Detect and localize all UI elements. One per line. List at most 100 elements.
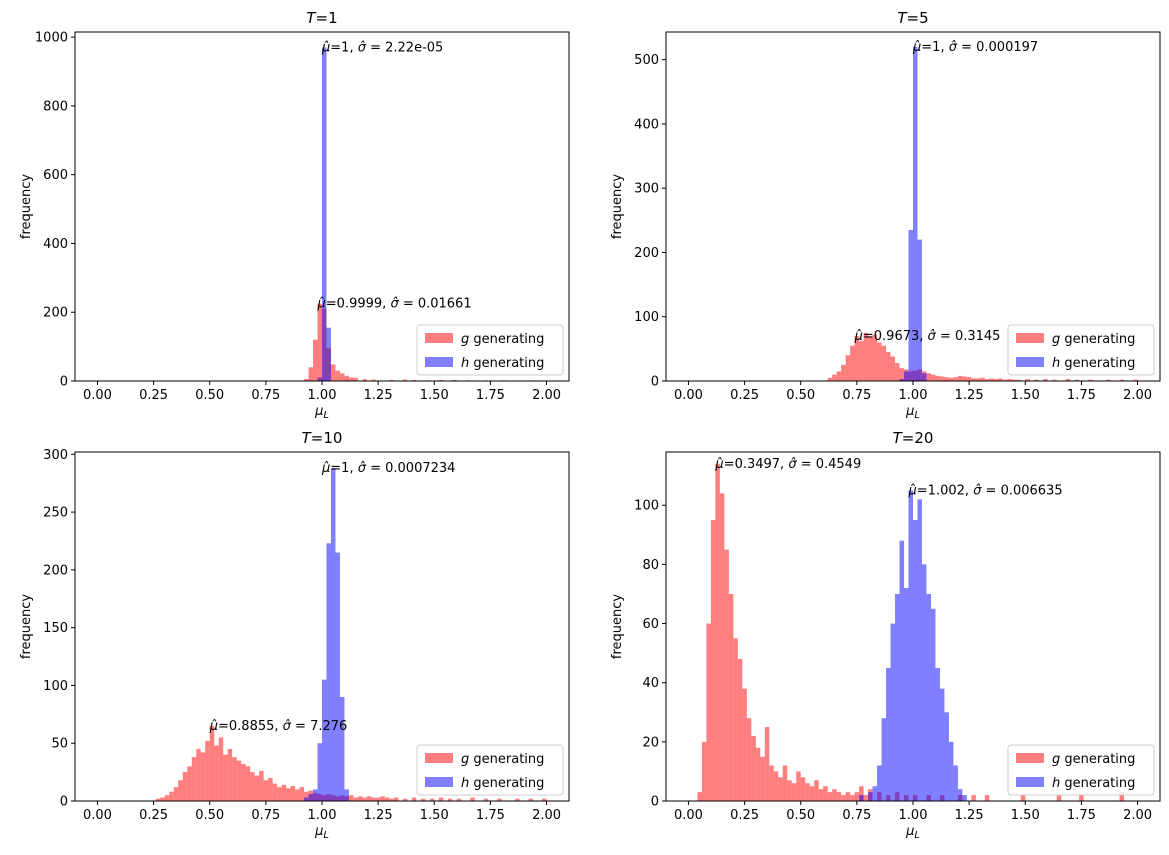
histogram-bar <box>268 777 273 801</box>
x-tick-label: 1.75 <box>1067 388 1096 403</box>
legend: g generating h generating <box>416 744 564 796</box>
histogram-bar <box>1034 379 1039 381</box>
histogram-bar <box>697 792 702 801</box>
histogram-bar <box>308 794 314 801</box>
histogram-bar <box>926 593 931 801</box>
histogram-bar <box>1106 379 1111 381</box>
histogram-bar <box>1133 379 1138 381</box>
y-axis-label: frequency <box>19 594 34 660</box>
legend-swatch <box>1016 357 1044 367</box>
histogram-bar <box>191 757 197 801</box>
histogram-bar <box>290 785 296 801</box>
histogram-bar <box>348 795 354 801</box>
histogram-bar <box>339 696 345 801</box>
histogram-bar <box>904 588 909 801</box>
histogram-bar <box>402 379 408 381</box>
histogram-bar <box>1020 795 1026 801</box>
histogram-bar <box>313 789 318 801</box>
histogram-bar <box>169 791 174 801</box>
histogram-bar <box>322 679 327 801</box>
series-g <box>155 725 547 801</box>
histogram-bar <box>308 367 314 381</box>
x-tick-label: 0.25 <box>730 388 759 403</box>
histogram-bar <box>1043 379 1048 381</box>
histogram-bar <box>957 375 963 381</box>
histogram-bar <box>1016 379 1021 381</box>
legend-label: g generating <box>1052 752 1135 767</box>
histogram-bar <box>966 377 972 381</box>
histogram-bar <box>317 377 322 381</box>
histogram-bar <box>542 798 547 801</box>
histogram-bar <box>957 789 963 801</box>
histogram-bar <box>881 345 887 381</box>
y-tick-label: 60 <box>642 617 659 632</box>
histogram-bar <box>751 735 756 801</box>
legend-box <box>1007 744 1155 796</box>
histogram-bar <box>850 795 855 801</box>
histogram-bar <box>344 789 349 801</box>
histogram-bar <box>872 334 878 381</box>
y-tick-label: 200 <box>634 246 659 261</box>
histogram-bar <box>429 798 435 801</box>
histogram-bar <box>899 379 905 381</box>
histogram-bar <box>998 378 1003 381</box>
histogram-bar <box>917 499 922 801</box>
histogram-bar <box>841 795 846 801</box>
histogram-bar <box>420 798 426 801</box>
histogram-bar <box>438 379 444 381</box>
chart-title: T=10 <box>302 429 343 447</box>
stat-annotation: μ̂=1, σ̂ = 0.000197 <box>912 40 1038 55</box>
series-h <box>304 468 349 801</box>
x-tick-label: 1.00 <box>899 388 928 403</box>
panel-1: 0.00 0.25 0.50 0.75 1.00 1.25 1.50 1.75 2.00 0 200… <box>19 9 570 421</box>
histogram-bar <box>760 756 765 801</box>
y-tick-label: 150 <box>43 621 68 636</box>
histogram-bar <box>411 797 417 801</box>
histogram-bar <box>913 520 918 801</box>
histogram-bar <box>827 792 833 801</box>
x-tick-label: 1.50 <box>1011 388 1040 403</box>
series-h <box>317 47 331 382</box>
histogram-bar <box>353 377 358 381</box>
histogram-bar <box>371 379 376 381</box>
legend-box <box>1007 324 1155 376</box>
histogram-bar <box>1011 379 1017 381</box>
histogram-bar <box>746 718 752 801</box>
legend: g generating h generating <box>1007 744 1155 796</box>
histogram-bar <box>939 688 945 801</box>
histogram-bar <box>859 786 864 801</box>
panel-3: 0.00 0.25 0.50 0.75 1.00 1.25 1.50 1.75 2.00 0 50 1… <box>19 429 570 841</box>
x-tick-label: 0.50 <box>195 808 224 823</box>
histogram-bar <box>872 786 878 801</box>
legend-label: g generating <box>1052 332 1135 347</box>
histogram-bar <box>250 772 255 801</box>
histogram-bar <box>823 786 828 801</box>
chart-title: T=5 <box>897 9 928 27</box>
histogram-bar <box>769 765 774 801</box>
histogram-bar <box>755 747 761 801</box>
x-tick-label: 0.50 <box>786 808 815 823</box>
x-tick-label: 0.25 <box>730 808 759 823</box>
histogram-bar <box>497 798 502 801</box>
legend-label: h generating <box>1052 776 1135 791</box>
histogram-bar <box>1052 379 1057 381</box>
histogram-bar <box>313 339 318 381</box>
legend-swatch <box>1016 333 1044 343</box>
y-tick-label: 50 <box>51 737 68 752</box>
histogram-bar <box>286 788 291 801</box>
x-axis-label: μL <box>314 404 329 421</box>
histogram-bar <box>160 797 165 801</box>
histogram-bar <box>245 766 251 801</box>
x-tick-label: 2.00 <box>1123 808 1152 823</box>
histogram-bar <box>1088 379 1093 381</box>
histogram-bar <box>993 379 999 381</box>
y-tick-label: 600 <box>43 168 68 183</box>
x-tick-label: 1.75 <box>1067 808 1096 823</box>
histogram-bar <box>515 798 520 801</box>
histogram-bar <box>890 623 896 801</box>
histogram-bar <box>335 552 340 801</box>
y-tick-label: 200 <box>43 306 68 321</box>
histogram-bar <box>227 748 233 801</box>
y-tick-label: 100 <box>634 310 659 325</box>
histogram-bar <box>344 375 349 381</box>
